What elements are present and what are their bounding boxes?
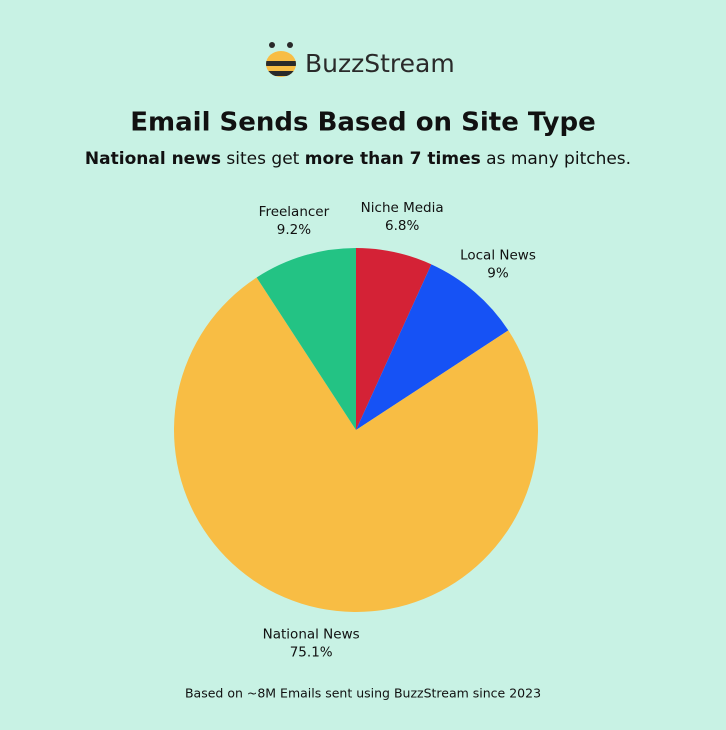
footnote: Based on ~8M Emails sent using BuzzStrea… bbox=[185, 686, 541, 701]
subtitle-part: as many pitches. bbox=[481, 149, 631, 169]
subtitle-part: more than 7 times bbox=[305, 149, 481, 169]
slice-value: 75.1% bbox=[290, 644, 333, 660]
pie-slice bbox=[356, 264, 509, 430]
slice-label: Local News bbox=[460, 248, 536, 264]
subtitle: National news sites get more than 7 time… bbox=[85, 149, 631, 169]
subtitle-part: National news bbox=[85, 149, 221, 169]
slice-value: 9% bbox=[487, 266, 509, 282]
pie-slice bbox=[356, 248, 432, 430]
logo-text: BuzzStream bbox=[305, 49, 455, 78]
chart-title: Email Sends Based on Site Type bbox=[130, 108, 595, 138]
pie-slice bbox=[256, 248, 356, 430]
logo-icon bbox=[266, 42, 296, 77]
subtitle-part: sites get bbox=[221, 149, 305, 169]
slice-value: 6.8% bbox=[385, 218, 419, 234]
slice-value: 9.2% bbox=[277, 222, 311, 238]
slice-label: Freelancer bbox=[259, 204, 330, 220]
slice-label: Niche Media bbox=[361, 200, 444, 216]
pie: Niche Media 6.8% Local News 9% National News… bbox=[173, 200, 538, 660]
slice-label: National News bbox=[263, 626, 360, 642]
pie-slice bbox=[173, 277, 538, 612]
